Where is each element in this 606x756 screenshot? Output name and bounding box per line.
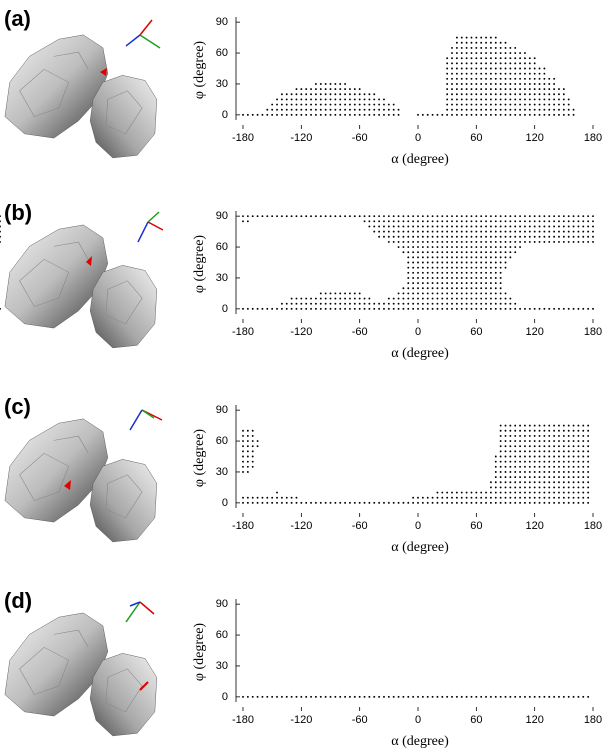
x-tick-label: -120 [290, 520, 312, 532]
x-tick-label: -180 [232, 520, 254, 532]
y-tick-label: 90 [216, 16, 228, 28]
x-tick-label: 120 [525, 326, 543, 338]
panel-label: (c) [4, 394, 31, 419]
x-tick-label: -60 [352, 326, 368, 338]
y-tick-label: 90 [216, 404, 228, 416]
x-tick-label: 180 [584, 326, 602, 338]
y-tick-label: 60 [216, 47, 228, 59]
y-tick-label: 0 [222, 109, 228, 121]
x-tick-label: -60 [352, 714, 368, 726]
x-tick-label: 0 [415, 326, 421, 338]
y-tick-label: 30 [216, 78, 228, 90]
x-tick-label: 180 [584, 520, 602, 532]
y-tick-label: 90 [216, 210, 228, 222]
panel-label: (d) [4, 588, 32, 613]
x-tick-label: 60 [470, 714, 482, 726]
x-tick-label: -180 [232, 714, 254, 726]
model-d [4, 601, 158, 737]
y-tick-label: 0 [222, 691, 228, 703]
y-tick-label: 30 [216, 660, 228, 672]
y-tick-label: 90 [216, 598, 228, 610]
x-tick-label: -60 [352, 132, 368, 144]
y-tick-label: 60 [216, 241, 228, 253]
x-axis-label: α (degree) [391, 346, 449, 361]
x-axis-label: α (degree) [391, 734, 449, 749]
x-tick-label: 120 [525, 132, 543, 144]
x-tick-label: 180 [584, 132, 602, 144]
panel-label: (a) [4, 6, 31, 31]
x-tick-label: -60 [352, 520, 368, 532]
x-tick-label: 60 [470, 520, 482, 532]
x-tick-label: -120 [290, 132, 312, 144]
model-b [4, 211, 164, 349]
y-tick-label: 0 [222, 303, 228, 315]
x-tick-label: 120 [525, 520, 543, 532]
x-tick-label: -180 [232, 326, 254, 338]
x-tick-label: 60 [470, 326, 482, 338]
x-tick-label: 120 [525, 714, 543, 726]
y-tick-label: 0 [222, 497, 228, 509]
y-tick-label: 30 [216, 466, 228, 478]
y-axis-label: φ (degree) [192, 235, 207, 294]
x-tick-label: -180 [232, 132, 254, 144]
y-axis-label: φ (degree) [192, 429, 207, 488]
x-tick-label: -120 [290, 326, 312, 338]
y-axis-label: φ (degree) [192, 41, 207, 100]
panel-label: (b) [4, 200, 32, 225]
x-tick-label: 0 [415, 520, 421, 532]
x-tick-label: 0 [415, 714, 421, 726]
x-axis-label: α (degree) [391, 540, 449, 555]
x-tick-label: -120 [290, 714, 312, 726]
model-c [4, 409, 163, 543]
x-tick-label: 180 [584, 714, 602, 726]
x-axis-label: α (degree) [391, 152, 449, 167]
x-tick-label: 60 [470, 132, 482, 144]
y-tick-label: 60 [216, 435, 228, 447]
y-axis-label: φ (degree) [192, 623, 207, 682]
y-tick-label: 60 [216, 629, 228, 641]
model-a [4, 19, 161, 159]
x-tick-label: 0 [415, 132, 421, 144]
y-tick-label: 30 [216, 272, 228, 284]
